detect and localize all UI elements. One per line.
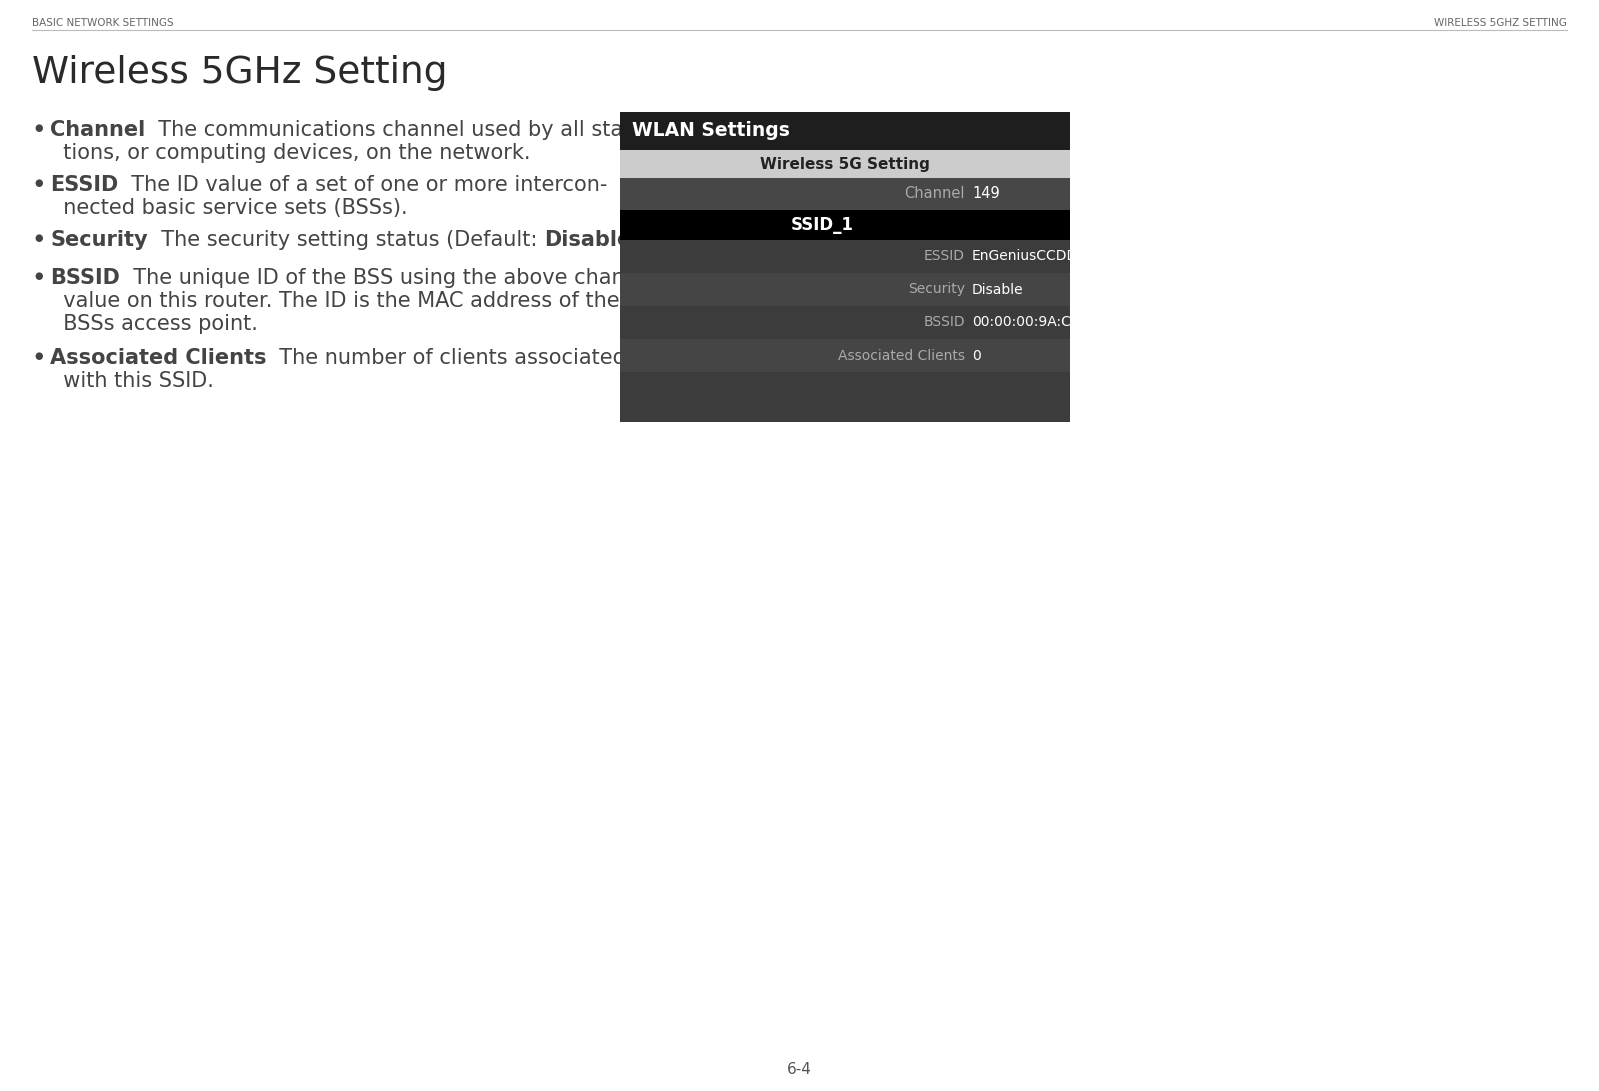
Text: ESSID: ESSID: [50, 175, 118, 195]
Text: 00:00:00:9A:C0:68: 00:00:00:9A:C0:68: [972, 315, 1102, 329]
Text: Associated Clients: Associated Clients: [50, 348, 267, 368]
Text: value on this router. The ID is the MAC address of the: value on this router. The ID is the MAC …: [50, 291, 620, 311]
Text: 0: 0: [972, 348, 980, 362]
Text: BSSID: BSSID: [923, 315, 966, 329]
Text: Security: Security: [50, 230, 147, 250]
Bar: [620, 112, 1070, 422]
Text: WLAN Settings: WLAN Settings: [632, 121, 790, 141]
Text: The communications channel used by all sta-: The communications channel used by all s…: [146, 120, 632, 140]
Text: tions, or computing devices, on the network.: tions, or computing devices, on the netw…: [50, 143, 531, 163]
Text: ●: ●: [34, 233, 43, 243]
Text: BASIC NETWORK SETTINGS: BASIC NETWORK SETTINGS: [32, 17, 174, 28]
Text: nected basic service sets (BSSs).: nected basic service sets (BSSs).: [50, 197, 408, 218]
Text: 6-4: 6-4: [787, 1062, 812, 1077]
Bar: [620, 305, 1070, 339]
Bar: [620, 240, 1070, 273]
Text: ).: ).: [646, 230, 660, 250]
Text: ESSID: ESSID: [924, 250, 966, 264]
Text: The unique ID of the BSS using the above channel: The unique ID of the BSS using the above…: [120, 268, 656, 288]
Text: with this SSID.: with this SSID.: [50, 371, 214, 391]
Text: ●: ●: [34, 271, 43, 281]
Text: BSSs access point.: BSSs access point.: [50, 314, 257, 334]
Bar: [620, 209, 1070, 240]
Bar: [620, 149, 1070, 178]
Text: Channel: Channel: [905, 187, 966, 202]
Text: Associated Clients: Associated Clients: [838, 348, 966, 362]
Text: 149: 149: [972, 187, 999, 202]
Bar: [620, 339, 1070, 372]
Text: Disabled: Disabled: [544, 230, 646, 250]
Text: WIRELESS 5GHZ SETTING: WIRELESS 5GHZ SETTING: [1434, 17, 1567, 28]
Text: Wireless 5G Setting: Wireless 5G Setting: [760, 156, 931, 171]
Text: SSID_1: SSID_1: [792, 216, 854, 233]
Bar: [620, 273, 1070, 305]
Text: The number of clients associated: The number of clients associated: [267, 348, 627, 368]
Bar: [620, 178, 1070, 209]
Bar: [620, 112, 1070, 149]
Text: EnGeniusCCDD14: EnGeniusCCDD14: [972, 250, 1095, 264]
Text: Channel: Channel: [50, 120, 146, 140]
Text: The ID value of a set of one or more intercon-: The ID value of a set of one or more int…: [118, 175, 608, 195]
Text: ●: ●: [34, 351, 43, 361]
Text: Wireless 5GHz Setting: Wireless 5GHz Setting: [32, 55, 448, 91]
Text: Security: Security: [908, 283, 966, 297]
Text: ●: ●: [34, 123, 43, 133]
Text: The security setting status (Default:: The security setting status (Default:: [147, 230, 544, 250]
Text: Disable: Disable: [972, 283, 1023, 297]
Text: BSSID: BSSID: [50, 268, 120, 288]
Text: ●: ●: [34, 178, 43, 188]
